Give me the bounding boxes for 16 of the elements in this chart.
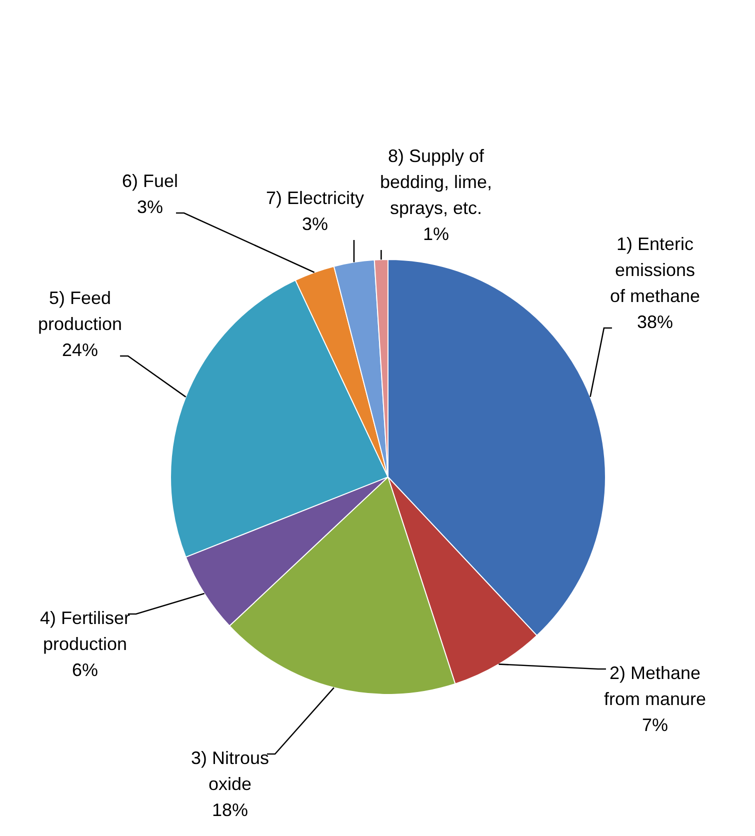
slice-label: 5) Feed production <box>38 288 122 334</box>
slice-label: 4) Fertiliser production <box>40 608 130 654</box>
slice-label: 1) Enteric emissions of methane <box>610 234 700 306</box>
data-label: 7% <box>642 714 668 735</box>
slice-label: 6) Fuel <box>122 170 178 191</box>
slice-label: 2) Methane from manure <box>604 662 706 709</box>
data-label: 3% <box>302 214 328 234</box>
slice-label: 8) Supply of bedding, lime, sprays, etc. <box>380 146 492 218</box>
data-label: 24% <box>62 340 98 360</box>
data-label: 6% <box>72 660 98 680</box>
slice-label: 7) Electricity <box>266 188 364 208</box>
data-label: 38% <box>636 312 674 332</box>
data-label: 3% <box>136 196 164 217</box>
data-label: 18% <box>212 800 248 820</box>
data-label: 1% <box>422 224 450 244</box>
slice-label: 3) Nitrous oxide <box>190 748 270 794</box>
